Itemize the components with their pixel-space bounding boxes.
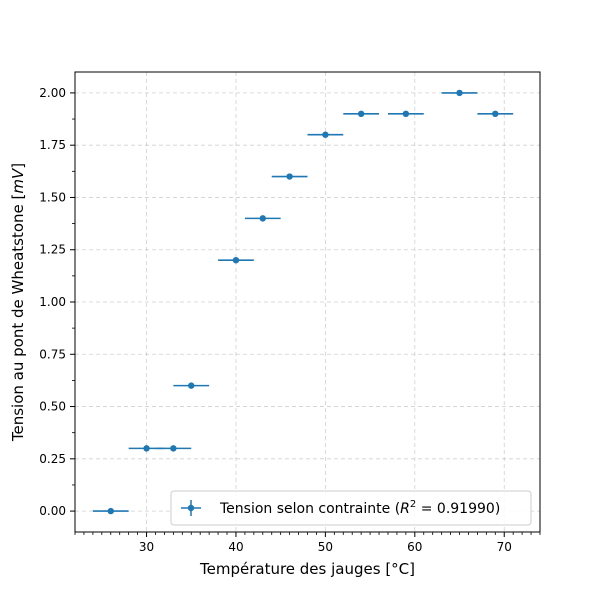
y-tick-label: 1.75 (39, 138, 66, 152)
legend-box (170, 490, 532, 526)
data-marks (92, 89, 514, 515)
data-point (107, 507, 114, 515)
data-point (286, 173, 293, 180)
y-tick-label: 1.25 (39, 243, 66, 257)
legend-marker (181, 500, 201, 516)
x-tick-label: 50 (318, 540, 333, 554)
y-tick-label: 0.75 (39, 347, 66, 361)
x-axis-label: Température des jauges [°C] (199, 560, 415, 578)
legend: Tension selon contrainte (R2 = 0.91990) (170, 490, 532, 526)
x-tick-label: 40 (228, 540, 243, 554)
data-point (170, 445, 177, 452)
y-tick-label: 0.25 (39, 452, 66, 466)
grid (75, 72, 540, 532)
data-point (322, 131, 329, 138)
data-point (259, 215, 266, 222)
data-point (456, 89, 463, 97)
data-point (232, 256, 240, 264)
y-tick-label: 0.50 (39, 400, 66, 414)
axis-ticks: 30 40 50 60 70 0.00 0.25 0.50 0.75 1.00 1.25 1.50 1.… (39, 86, 541, 554)
data-point (143, 445, 150, 452)
data-point (492, 110, 499, 118)
x-tick-label: 70 (497, 540, 512, 554)
data-point (402, 110, 410, 118)
y-tick-label: 1.00 (39, 295, 66, 309)
data-point (188, 382, 195, 389)
legend-label: Tension selon contrainte (R2 = 0.91990) (219, 499, 500, 517)
y-tick-label: 1.50 (39, 190, 66, 204)
data-point (357, 110, 365, 118)
x-tick-label: 60 (407, 540, 422, 554)
y-axis-label: Tension au pont de Wheatstone [mV] (9, 163, 27, 442)
y-tick-label: 0.00 (39, 504, 66, 518)
y-tick-label: 2.00 (39, 86, 66, 100)
x-tick-label: 30 (139, 540, 154, 554)
